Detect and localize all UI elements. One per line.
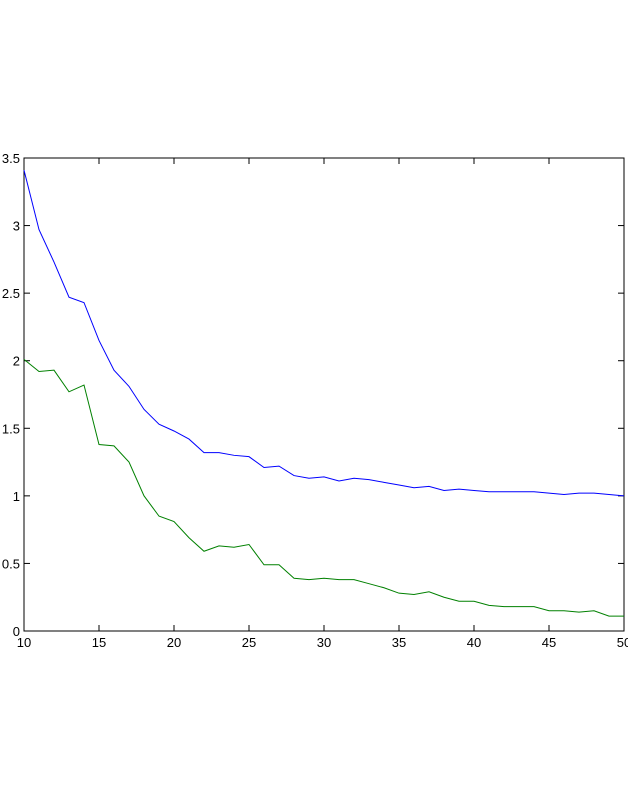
x-tick-label: 10: [17, 635, 31, 650]
y-tick-label: 0.5: [2, 556, 20, 571]
x-tick-label: 30: [317, 635, 331, 650]
x-tick-label: 20: [167, 635, 181, 650]
x-tick-label: 35: [392, 635, 406, 650]
y-tick-label: 1.5: [2, 421, 20, 436]
y-tick-label: 3.5: [2, 151, 20, 166]
series-line: [23, 170, 625, 497]
x-tick-label: 15: [92, 635, 106, 650]
y-tick-label: 2.5: [2, 286, 20, 301]
x-tick-label: 25: [242, 635, 256, 650]
series-line: [23, 358, 624, 617]
y-tick-label: 1: [13, 489, 20, 504]
y-tick-label: 0: [13, 624, 20, 639]
y-tick-label: 2: [13, 354, 20, 369]
x-tick-label: 40: [467, 635, 481, 650]
x-tick-label: 45: [542, 635, 556, 650]
plot-frame: [23, 157, 625, 632]
y-tick-label: 3: [13, 219, 20, 234]
x-tick-label: 50: [617, 635, 628, 650]
